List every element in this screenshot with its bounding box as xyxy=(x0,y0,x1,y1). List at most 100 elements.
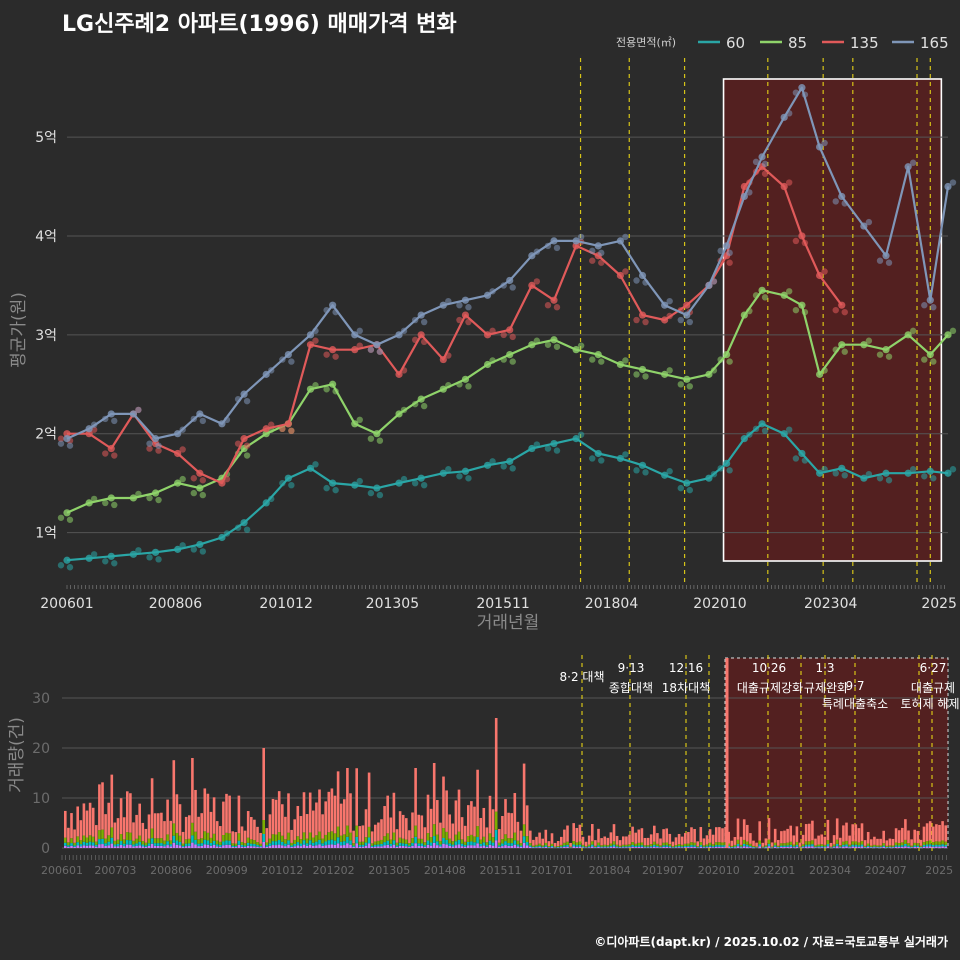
volume-bar-135 xyxy=(352,845,355,847)
volume-bar-60 xyxy=(191,758,194,823)
volume-bar-60 xyxy=(888,838,892,846)
volume-bar-60 xyxy=(919,839,923,846)
volume-bar-60 xyxy=(95,825,98,842)
volume-bar-135 xyxy=(581,846,585,848)
volume-bar-135 xyxy=(98,839,101,845)
data-point xyxy=(190,489,198,497)
volume-bar-60 xyxy=(358,826,362,842)
volume-bar-60 xyxy=(98,784,101,831)
data-point xyxy=(489,327,496,335)
volume-bar-60 xyxy=(925,823,929,842)
volume-bar-135 xyxy=(891,846,895,848)
data-point xyxy=(179,542,186,549)
volume-bar-60 xyxy=(386,795,389,834)
volume-bar-165 xyxy=(401,846,405,848)
volume-bar-60 xyxy=(420,815,424,839)
data-point xyxy=(465,383,472,390)
volume-bar-85 xyxy=(429,837,433,843)
volume-bar-165 xyxy=(857,846,861,848)
data-point xyxy=(816,370,824,378)
volume-bar-85 xyxy=(333,833,337,841)
volume-bar-85 xyxy=(339,835,343,842)
volume-bar-85 xyxy=(597,842,600,846)
data-point xyxy=(921,473,928,480)
data-point xyxy=(780,113,788,121)
volume-bar-165 xyxy=(519,846,523,848)
volume-bar-85 xyxy=(922,842,926,846)
data-point xyxy=(323,484,330,492)
data-point xyxy=(268,367,275,374)
data-point xyxy=(90,551,98,558)
volume-bar-60 xyxy=(101,782,104,830)
data-point xyxy=(544,242,552,250)
volume-bar-135 xyxy=(916,845,920,847)
volume-bar-165 xyxy=(845,846,848,848)
volume-bar-135 xyxy=(572,844,575,847)
volume-bar-60 xyxy=(628,834,631,845)
volume-bar-135 xyxy=(463,844,467,847)
data-point xyxy=(616,454,624,463)
data-point xyxy=(904,331,912,339)
volume-bar-85 xyxy=(355,825,358,837)
volume-bar-165 xyxy=(408,846,411,848)
volume-bar-85 xyxy=(863,845,867,847)
volume-bar-135 xyxy=(240,844,244,847)
data-point xyxy=(306,331,315,339)
data-point xyxy=(85,425,93,433)
volume-bar-85 xyxy=(209,837,213,843)
volume-bar-85 xyxy=(625,844,628,847)
volume-bar-60 xyxy=(718,827,721,843)
data-point xyxy=(642,318,649,326)
volume-bar-135 xyxy=(746,844,749,847)
volume-bar-60 xyxy=(457,789,461,832)
volume-bar-165 xyxy=(560,847,563,848)
data-point xyxy=(638,311,647,319)
volume-bar-60 xyxy=(560,836,563,845)
volume-bar-135 xyxy=(160,843,163,846)
volume-bar-165 xyxy=(742,846,746,848)
volume-bar-85 xyxy=(857,842,861,846)
data-point xyxy=(90,495,98,503)
volume-bar-135 xyxy=(708,845,712,847)
volume-bar-135 xyxy=(649,846,653,848)
volume-bar-165 xyxy=(144,846,148,848)
volume-bar-135 xyxy=(476,837,479,844)
volume-bar-85 xyxy=(426,833,430,841)
volume-bar-165 xyxy=(600,847,603,848)
data-point xyxy=(544,445,552,452)
volume-bar-85 xyxy=(141,840,145,845)
data-point xyxy=(533,278,541,285)
volume-bar-135 xyxy=(547,847,551,848)
volume-bar-85 xyxy=(541,845,544,847)
volume-bar-165 xyxy=(439,846,442,848)
volume-bar-135 xyxy=(194,839,197,845)
volume-bar-60 xyxy=(321,814,324,839)
data-point xyxy=(553,447,561,454)
data-point xyxy=(465,475,472,482)
data-point xyxy=(949,466,957,473)
volume-bar-165 xyxy=(79,846,83,848)
data-point xyxy=(66,564,74,571)
data-point xyxy=(865,337,873,344)
data-point xyxy=(876,351,884,358)
volume-bar-60 xyxy=(702,838,706,846)
data-point xyxy=(509,465,516,472)
volume-bar-135 xyxy=(243,845,247,847)
data-point xyxy=(710,470,718,478)
volume-bar-135 xyxy=(684,845,687,848)
data-point xyxy=(400,406,408,414)
volume-bar-85 xyxy=(808,841,811,845)
data-point xyxy=(329,301,337,309)
volume-bar-165 xyxy=(163,846,166,848)
data-point xyxy=(746,431,753,438)
data-point xyxy=(926,467,934,475)
volume-bar-85 xyxy=(851,841,854,845)
volume-bar-85 xyxy=(705,844,709,847)
volume-bar-85 xyxy=(82,835,86,842)
volume-bar-60 xyxy=(237,795,241,834)
volume-bar-135 xyxy=(271,841,275,846)
data-point xyxy=(572,237,580,245)
volume-bar-85 xyxy=(386,833,389,841)
data-point xyxy=(500,463,507,470)
data-point xyxy=(312,337,319,344)
